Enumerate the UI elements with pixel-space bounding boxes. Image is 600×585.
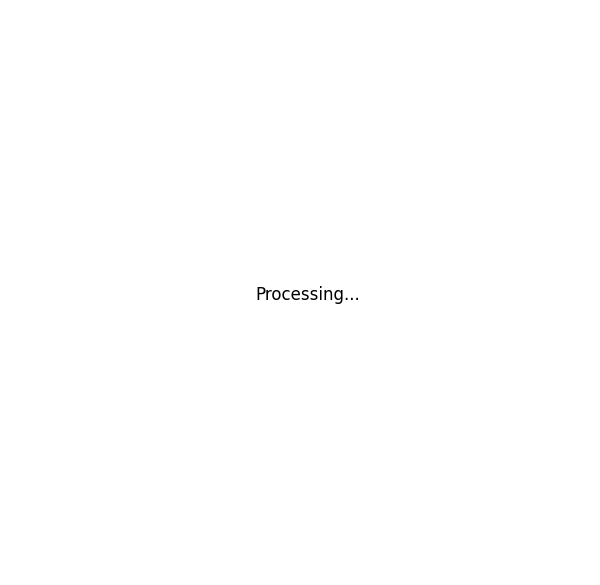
- Text: Processing...: Processing...: [255, 287, 360, 304]
